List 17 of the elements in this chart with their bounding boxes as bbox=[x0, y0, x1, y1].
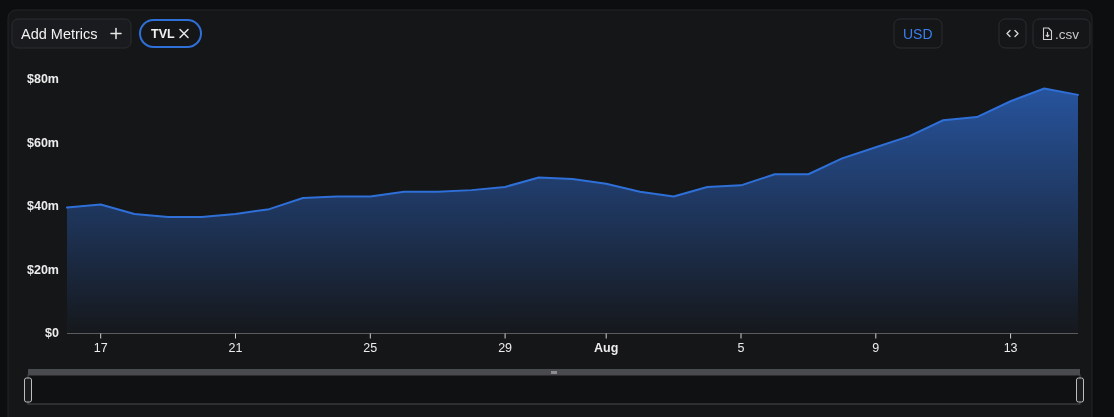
x-tick-label: 21 bbox=[228, 341, 243, 355]
x-tick-label: 9 bbox=[872, 341, 880, 355]
x-tick-label: 29 bbox=[498, 341, 513, 355]
text: Add Metrics bbox=[21, 26, 98, 42]
x-tick-label: 13 bbox=[1003, 341, 1018, 355]
x-tick-label: Aug bbox=[594, 341, 619, 355]
y-tick-label: $0 bbox=[45, 326, 60, 341]
y-tick-label: $60m bbox=[27, 135, 59, 150]
legend-label: TVL bbox=[151, 27, 175, 41]
x-tick-label: 5 bbox=[737, 341, 745, 355]
y-tick-label: $40m bbox=[27, 199, 59, 214]
x-tick-label: 25 bbox=[363, 341, 378, 355]
text: .csv bbox=[1055, 27, 1080, 42]
x-tick-label: 17 bbox=[93, 341, 108, 355]
y-tick-label: $80m bbox=[27, 72, 59, 87]
text: USD bbox=[903, 26, 933, 42]
y-tick-label: $20m bbox=[27, 262, 59, 277]
